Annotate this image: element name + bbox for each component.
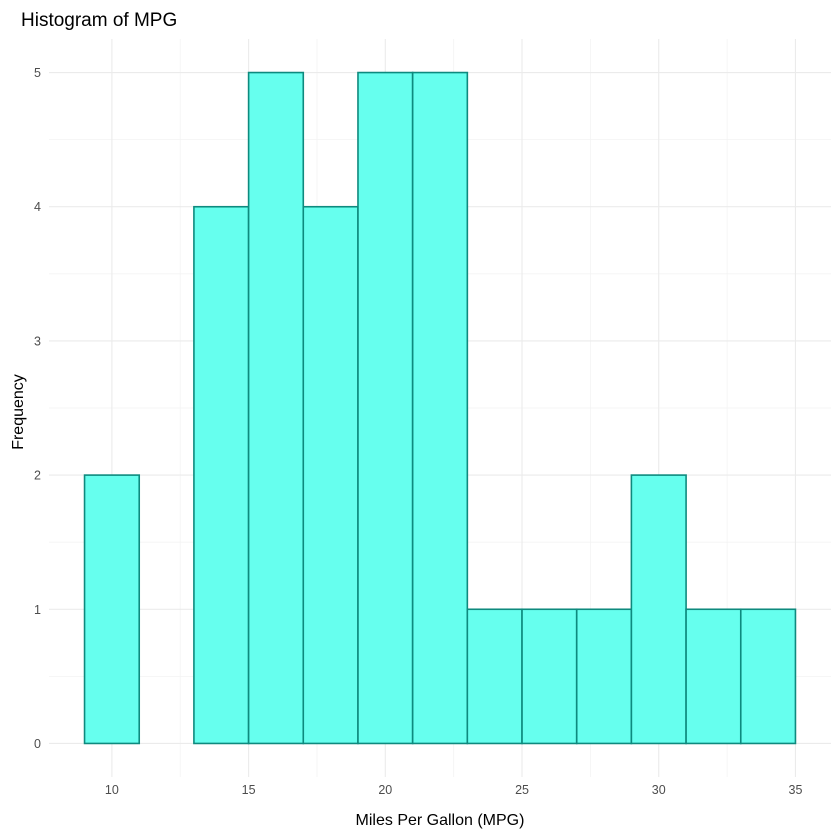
histogram-bar	[411, 71, 469, 745]
histogram-bar	[466, 608, 523, 745]
x-tick-label: 30	[652, 783, 666, 797]
histogram-bar	[739, 608, 797, 745]
chart-title: Histogram of MPG	[21, 10, 177, 31]
y-tick-label: 0	[34, 737, 41, 751]
x-axis-label: Miles Per Gallon (MPG)	[356, 812, 525, 829]
histogram-bar	[302, 205, 359, 745]
x-tick-label: 10	[105, 783, 119, 797]
y-tick-label: 1	[34, 603, 41, 617]
x-tick-label: 15	[242, 783, 256, 797]
x-tick-label: 20	[378, 783, 392, 797]
y-tick-label: 3	[34, 334, 41, 348]
histogram-bar	[521, 608, 578, 745]
y-axis-ticks: 0 1 2 3 4 5	[34, 66, 41, 751]
x-axis-ticks: 10 15 20 25 30 35	[105, 783, 803, 797]
histogram-bar	[575, 608, 633, 745]
y-axis-label: Frequency	[10, 374, 27, 450]
y-tick-label: 5	[34, 66, 41, 80]
y-tick-label: 4	[34, 200, 41, 214]
histogram-bar	[83, 474, 141, 745]
histogram-bar	[247, 71, 305, 745]
histogram-bar	[357, 71, 414, 745]
histogram-bar	[630, 474, 687, 745]
y-tick-label: 2	[34, 469, 41, 483]
histogram-bar	[685, 608, 742, 745]
bars	[83, 71, 797, 745]
x-tick-label: 35	[789, 783, 803, 797]
x-tick-label: 25	[515, 783, 529, 797]
histogram-bar	[193, 205, 250, 745]
